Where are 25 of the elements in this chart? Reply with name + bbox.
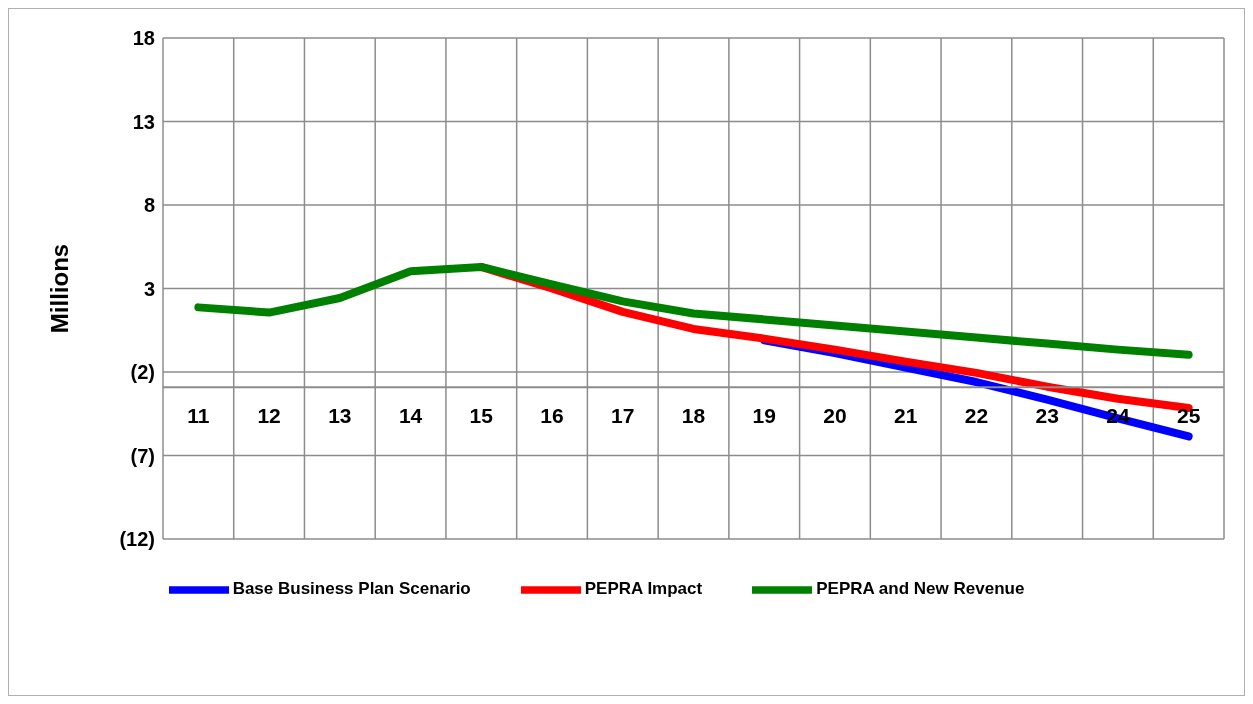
legend-label: PEPRA Impact (584, 579, 703, 599)
y-tick-label: 8 (143, 194, 155, 217)
x-tick-label: 21 (894, 404, 918, 428)
y-tick-label: 13 (132, 110, 155, 133)
x-tick-label: 25 (1176, 404, 1201, 428)
y-tick-label: 3 (143, 277, 155, 300)
y-tick-label: 18 (132, 27, 155, 50)
x-tick-label: 16 (540, 404, 564, 428)
x-tick-label: 22 (964, 404, 989, 428)
x-tick-label: 20 (823, 404, 847, 428)
x-tick-label: 18 (681, 404, 706, 428)
x-tick-label: 13 (328, 404, 352, 428)
x-tick-label: 17 (611, 404, 635, 428)
x-tick-label: 19 (752, 404, 776, 428)
y-tick-label: (7) (130, 444, 155, 467)
y-tick-label: (12) (119, 528, 155, 551)
x-tick-label: 12 (257, 404, 281, 428)
x-tick-label: 14 (398, 404, 423, 428)
y-axis-title: Millions (45, 243, 73, 334)
legend-label: Base Business Plan Scenario (232, 579, 471, 599)
y-tick-label: (2) (130, 361, 155, 384)
x-tick-label: 23 (1035, 404, 1059, 428)
legend-label: PEPRA and New Revenue (816, 579, 1025, 599)
x-tick-label: 15 (469, 404, 494, 428)
x-tick-label: 11 (187, 404, 210, 428)
